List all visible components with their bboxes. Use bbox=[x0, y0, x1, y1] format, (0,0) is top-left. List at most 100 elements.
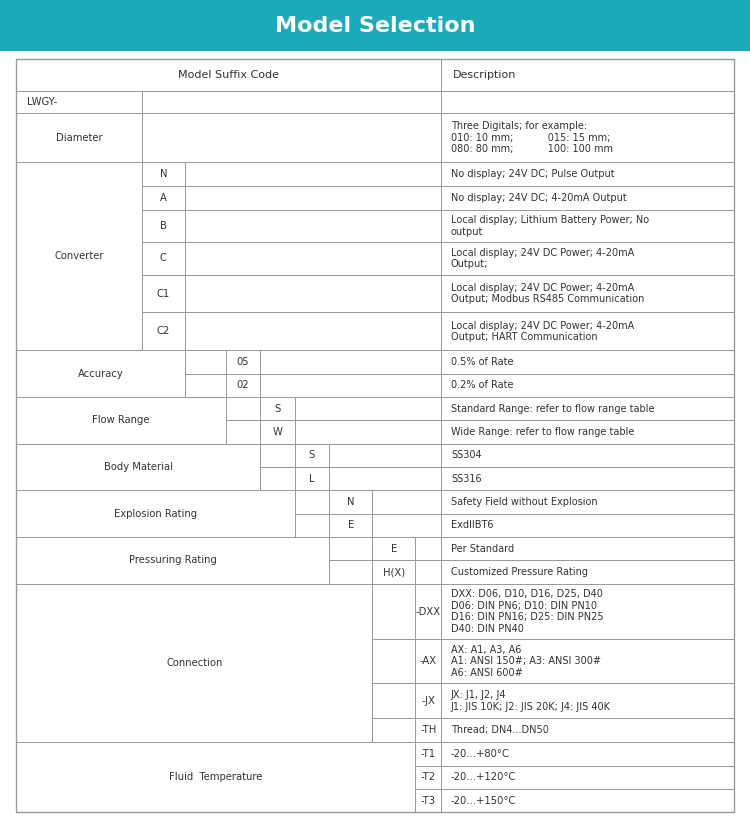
Bar bbox=[441, 210, 734, 242]
Text: E: E bbox=[348, 521, 354, 531]
Bar bbox=[372, 639, 416, 683]
Bar bbox=[226, 350, 260, 373]
Bar bbox=[16, 59, 441, 91]
Bar bbox=[441, 560, 734, 584]
Text: ExdIIBT6: ExdIIBT6 bbox=[451, 521, 494, 531]
Text: L: L bbox=[309, 474, 315, 484]
Text: Wide Range: refer to flow range table: Wide Range: refer to flow range table bbox=[451, 427, 634, 437]
Bar bbox=[416, 537, 441, 560]
Bar bbox=[16, 350, 185, 397]
Text: Description: Description bbox=[453, 70, 516, 80]
Bar bbox=[441, 443, 734, 467]
Text: Standard Range: refer to flow range table: Standard Range: refer to flow range tabl… bbox=[451, 404, 655, 414]
Bar bbox=[16, 91, 142, 113]
Text: C: C bbox=[160, 254, 166, 264]
Text: Model Suffix Code: Model Suffix Code bbox=[178, 70, 279, 80]
Bar bbox=[260, 373, 441, 397]
Text: C2: C2 bbox=[157, 326, 170, 336]
Bar bbox=[142, 162, 185, 186]
Text: Local display; Lithium Battery Power; No
output: Local display; Lithium Battery Power; No… bbox=[451, 215, 649, 237]
Bar bbox=[16, 397, 226, 443]
Text: Pressuring Rating: Pressuring Rating bbox=[129, 555, 217, 565]
Bar bbox=[441, 742, 734, 765]
Text: Safety Field without Explosion: Safety Field without Explosion bbox=[451, 497, 598, 507]
Bar bbox=[416, 639, 441, 683]
Bar bbox=[329, 467, 441, 490]
Text: -20...+150°C: -20...+150°C bbox=[451, 796, 516, 806]
Text: JX: J1, J2, J4
J1: JIS 10K; J2: JIS 20K; J4: JIS 40K: JX: J1, J2, J4 J1: JIS 10K; J2: JIS 20K;… bbox=[451, 691, 611, 712]
Bar bbox=[372, 584, 416, 639]
Bar bbox=[16, 537, 329, 584]
Bar bbox=[329, 514, 372, 537]
Text: Fluid  Temperature: Fluid Temperature bbox=[170, 772, 262, 783]
Bar bbox=[441, 350, 734, 373]
Text: S: S bbox=[274, 404, 280, 414]
Text: -DXX: -DXX bbox=[416, 606, 441, 616]
Bar bbox=[295, 514, 329, 537]
Bar bbox=[441, 59, 734, 91]
Text: Per Standard: Per Standard bbox=[451, 544, 514, 554]
Bar bbox=[441, 242, 734, 274]
Text: Flow Range: Flow Range bbox=[92, 415, 150, 425]
Bar bbox=[441, 420, 734, 443]
Text: A: A bbox=[160, 193, 166, 203]
Bar bbox=[372, 719, 416, 742]
Text: Converter: Converter bbox=[54, 251, 104, 261]
Bar bbox=[441, 683, 734, 719]
Bar bbox=[185, 350, 226, 373]
Text: -20...+80°C: -20...+80°C bbox=[451, 749, 510, 759]
Bar bbox=[441, 186, 734, 210]
Bar bbox=[142, 242, 185, 274]
Text: -20...+120°C: -20...+120°C bbox=[451, 772, 516, 783]
Bar bbox=[372, 490, 441, 514]
Bar bbox=[441, 312, 734, 350]
Bar bbox=[441, 113, 734, 162]
Bar bbox=[0, 0, 750, 51]
Bar bbox=[441, 789, 734, 812]
Text: -JX: -JX bbox=[422, 696, 435, 706]
Bar bbox=[142, 210, 185, 242]
Bar bbox=[416, 765, 441, 789]
Text: 0.5% of Rate: 0.5% of Rate bbox=[451, 357, 514, 367]
Bar bbox=[441, 162, 734, 186]
Bar bbox=[295, 443, 329, 467]
Bar bbox=[416, 584, 441, 639]
Text: 05: 05 bbox=[237, 357, 249, 367]
Bar bbox=[329, 537, 372, 560]
Bar bbox=[142, 274, 185, 312]
Bar bbox=[142, 91, 441, 113]
Text: -T2: -T2 bbox=[421, 772, 436, 783]
Bar bbox=[260, 443, 295, 467]
Text: Body Material: Body Material bbox=[104, 462, 172, 472]
Bar bbox=[260, 467, 295, 490]
Text: DXX: D06, D10, D16, D25, D40
D06: DIN PN6; D10: DIN PN10
D16: DIN PN16; D25: DIN: DXX: D06, D10, D16, D25, D40 D06: DIN PN… bbox=[451, 589, 604, 634]
Text: 0.2% of Rate: 0.2% of Rate bbox=[451, 381, 514, 391]
Bar bbox=[441, 639, 734, 683]
Text: S: S bbox=[309, 451, 315, 461]
Text: Diameter: Diameter bbox=[56, 133, 103, 143]
Text: N: N bbox=[160, 169, 167, 179]
Bar bbox=[260, 397, 295, 420]
Bar bbox=[16, 443, 260, 490]
Bar bbox=[16, 742, 416, 812]
Bar bbox=[185, 210, 441, 242]
Bar bbox=[329, 443, 441, 467]
Text: 02: 02 bbox=[237, 381, 249, 391]
Bar bbox=[372, 683, 416, 719]
Text: -AX: -AX bbox=[420, 657, 436, 667]
Text: Local display; 24V DC Power; 4-20mA
Output; Modbus RS485 Communication: Local display; 24V DC Power; 4-20mA Outp… bbox=[451, 283, 644, 304]
Bar bbox=[295, 490, 329, 514]
Text: No display; 24V DC; 4-20mA Output: No display; 24V DC; 4-20mA Output bbox=[451, 193, 627, 203]
Bar bbox=[16, 113, 142, 162]
Bar bbox=[16, 584, 372, 742]
Text: -T1: -T1 bbox=[421, 749, 436, 759]
Bar bbox=[416, 742, 441, 765]
Text: Three Digitals; for example:
010: 10 mm;           015: 15 mm;
080: 80 mm;      : Three Digitals; for example: 010: 10 mm;… bbox=[451, 121, 613, 154]
Bar bbox=[372, 560, 416, 584]
Text: Accuracy: Accuracy bbox=[78, 368, 124, 378]
Bar bbox=[416, 789, 441, 812]
Bar bbox=[441, 719, 734, 742]
Bar bbox=[329, 560, 372, 584]
Bar bbox=[372, 514, 441, 537]
Bar bbox=[226, 373, 260, 397]
